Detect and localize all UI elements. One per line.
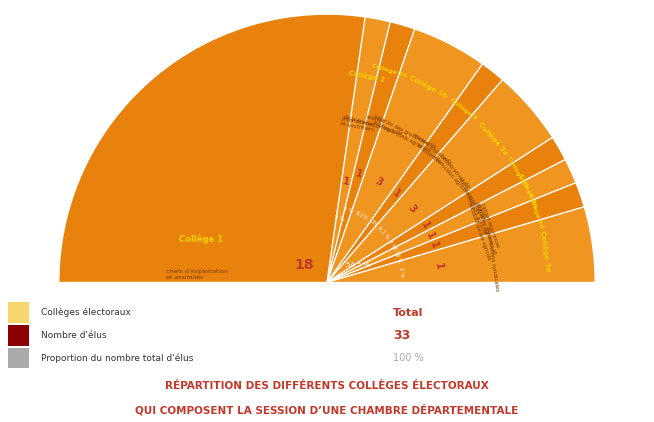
Text: Collège 5d: Collège 5d: [526, 192, 544, 228]
Polygon shape: [327, 16, 390, 282]
Text: caisses
de crédit agricole: caisses de crédit agricole: [464, 191, 492, 235]
Text: 1: 1: [428, 241, 439, 250]
Text: Collège 5e: Collège 5e: [539, 230, 552, 272]
Text: Collège 3a: Collège 3a: [371, 63, 407, 78]
Text: 3%: 3%: [369, 219, 378, 227]
Text: Nombre d'élus: Nombre d'élus: [41, 331, 107, 340]
Polygon shape: [327, 79, 553, 282]
Text: autres coopératives: autres coopératives: [456, 176, 486, 222]
FancyBboxPatch shape: [8, 303, 29, 322]
Text: 100 %: 100 %: [393, 354, 424, 363]
Polygon shape: [327, 63, 503, 282]
Text: 1: 1: [354, 168, 364, 180]
Text: 54,5 %: 54,5 %: [346, 262, 370, 268]
Text: organisations syndicales: organisations syndicales: [485, 225, 499, 292]
Text: anciens exploitants
et assimilés: anciens exploitants et assimilés: [408, 133, 452, 170]
Text: 9,1 %: 9,1 %: [377, 225, 391, 241]
Text: 3: 3: [406, 203, 419, 214]
Text: Collège 1: Collège 1: [179, 235, 223, 244]
Text: 3 %: 3 %: [334, 216, 345, 222]
FancyBboxPatch shape: [8, 325, 29, 346]
Text: Collège 3b: Collège 3b: [407, 73, 448, 99]
FancyBboxPatch shape: [8, 349, 29, 368]
Text: 1: 1: [391, 187, 403, 200]
Text: Collège 4: Collège 4: [449, 97, 477, 121]
Text: 3 %: 3 %: [388, 239, 397, 250]
Text: 3 %: 3 %: [391, 246, 400, 257]
Text: QUI COMPOSENT LA SESSION D’UNE CHAMBRE DÉPARTEMENTALE: QUI COMPOSENT LA SESSION D’UNE CHAMBRE D…: [135, 403, 519, 415]
Text: 1: 1: [419, 220, 431, 231]
Polygon shape: [327, 21, 415, 282]
Polygon shape: [327, 28, 483, 282]
Text: 3 %: 3 %: [343, 206, 354, 214]
Polygon shape: [327, 137, 566, 282]
Text: Collèges électoraux: Collèges électoraux: [41, 308, 131, 317]
Text: Collège 5b: Collège 5b: [506, 155, 530, 189]
Text: Total: Total: [393, 308, 423, 317]
Text: 1: 1: [342, 176, 351, 188]
Text: 9,1%: 9,1%: [354, 210, 369, 221]
Text: 1: 1: [424, 230, 436, 241]
Text: coopératives de
production agricole: coopératives de production agricole: [432, 150, 474, 197]
Text: 3: 3: [373, 176, 385, 188]
Polygon shape: [327, 159, 577, 282]
Text: Proportion du nombre total d'élus: Proportion du nombre total d'élus: [41, 354, 194, 363]
Polygon shape: [58, 14, 366, 282]
Text: RÉPARTITION DES DIFFÉRENTS COLLÈGES ÉLECTORAUX: RÉPARTITION DES DIFFÉRENTS COLLÈGES ÉLEC…: [165, 381, 489, 391]
Text: Collège 5a: Collège 5a: [477, 120, 510, 156]
Text: Collège 5c: Collège 5c: [517, 173, 538, 208]
Text: propriétaires
et usufritiers: propriétaires et usufritiers: [340, 115, 375, 133]
Polygon shape: [327, 182, 585, 282]
Text: Collège 2: Collège 2: [348, 70, 385, 83]
Text: 3 %: 3 %: [394, 252, 402, 263]
Text: 3 %: 3 %: [398, 266, 405, 277]
Text: caisses assurances
mutuelles agricoles et
mutualité sociale agricole: caisses assurances mutuelles agricoles e…: [466, 195, 503, 260]
Polygon shape: [327, 207, 596, 282]
Text: 33: 33: [393, 329, 410, 342]
Text: 1: 1: [434, 262, 444, 271]
Text: salariés des groupements
professionnels agricoles: salariés des groupements professionnels …: [370, 113, 437, 155]
Text: salariés
de la production agricole: salariés de la production agricole: [343, 108, 405, 136]
Text: 18: 18: [294, 258, 313, 272]
Text: chefs d’exploitation
et assimilés: chefs d’exploitation et assimilés: [165, 269, 228, 280]
